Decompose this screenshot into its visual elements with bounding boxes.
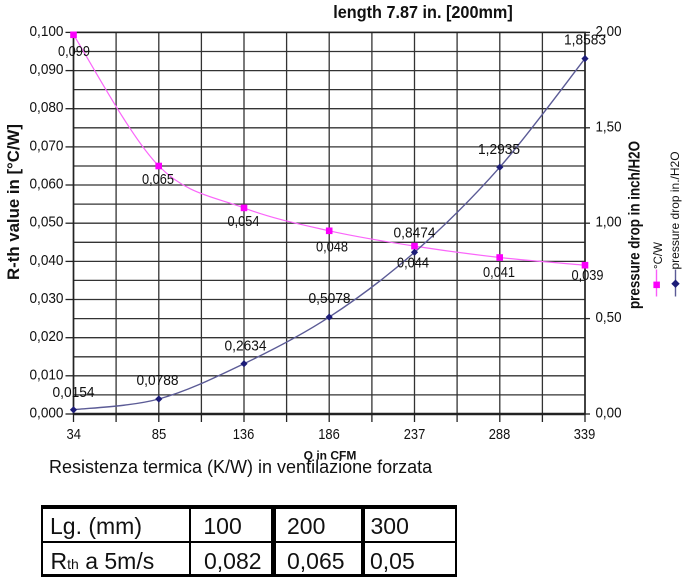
svg-text:0,040: 0,040 [30, 252, 64, 269]
svg-text:0,2634: 0,2634 [225, 338, 267, 355]
svg-text:0,060: 0,060 [30, 176, 64, 193]
svg-text:0,048: 0,048 [316, 239, 348, 256]
svg-text:1,50: 1,50 [596, 118, 622, 135]
svg-text:136: 136 [233, 426, 255, 443]
svg-text:0,044: 0,044 [397, 255, 429, 272]
svg-text:0,0788: 0,0788 [137, 372, 179, 389]
svg-text:0,041: 0,041 [483, 264, 515, 281]
svg-text:0,080: 0,080 [30, 99, 64, 116]
svg-text:0,090: 0,090 [30, 61, 64, 78]
svg-text:0,020: 0,020 [30, 328, 64, 345]
svg-text:0,0154: 0,0154 [53, 384, 95, 401]
svg-text:2,00: 2,00 [596, 23, 622, 40]
svg-text:0,054: 0,054 [228, 213, 260, 230]
svg-text:1,00: 1,00 [596, 214, 622, 231]
svg-text:0,010: 0,010 [30, 366, 64, 383]
svg-text:1,8583: 1,8583 [564, 32, 606, 49]
svg-text:186: 186 [318, 426, 340, 443]
svg-text:0,8474: 0,8474 [394, 225, 436, 242]
svg-text:pressure drop in./H2O: pressure drop in./H2O [668, 151, 682, 269]
svg-text:0,100: 0,100 [30, 23, 64, 40]
svg-text:R-th value in [°C/W]: R-th value in [°C/W] [4, 124, 23, 280]
svg-text:85: 85 [152, 426, 167, 443]
svg-text:0,000: 0,000 [30, 405, 64, 422]
svg-text:0,00: 0,00 [596, 405, 622, 422]
svg-text:0,039: 0,039 [572, 267, 604, 284]
svg-text:0,50: 0,50 [596, 309, 622, 326]
svg-text:length 7.87 in. [200mm]: length 7.87 in. [200mm] [333, 2, 513, 22]
svg-text:Q in CFM: Q in CFM [304, 449, 357, 463]
svg-text:34: 34 [67, 426, 82, 443]
svg-text:°C/W: °C/W [653, 242, 665, 269]
svg-text:0,5078: 0,5078 [309, 290, 351, 307]
svg-text:237: 237 [404, 426, 426, 443]
svg-text:0,050: 0,050 [30, 214, 64, 231]
svg-text:339: 339 [574, 426, 596, 443]
svg-text:0,099: 0,099 [58, 43, 90, 60]
svg-text:0,030: 0,030 [30, 290, 64, 307]
svg-text:1,2935: 1,2935 [478, 141, 520, 158]
svg-text:288: 288 [489, 426, 511, 443]
svg-text:pressure drop in inch/H2O: pressure drop in inch/H2O [627, 141, 644, 309]
svg-text:0,070: 0,070 [30, 137, 64, 154]
svg-text:0,065: 0,065 [142, 171, 174, 188]
